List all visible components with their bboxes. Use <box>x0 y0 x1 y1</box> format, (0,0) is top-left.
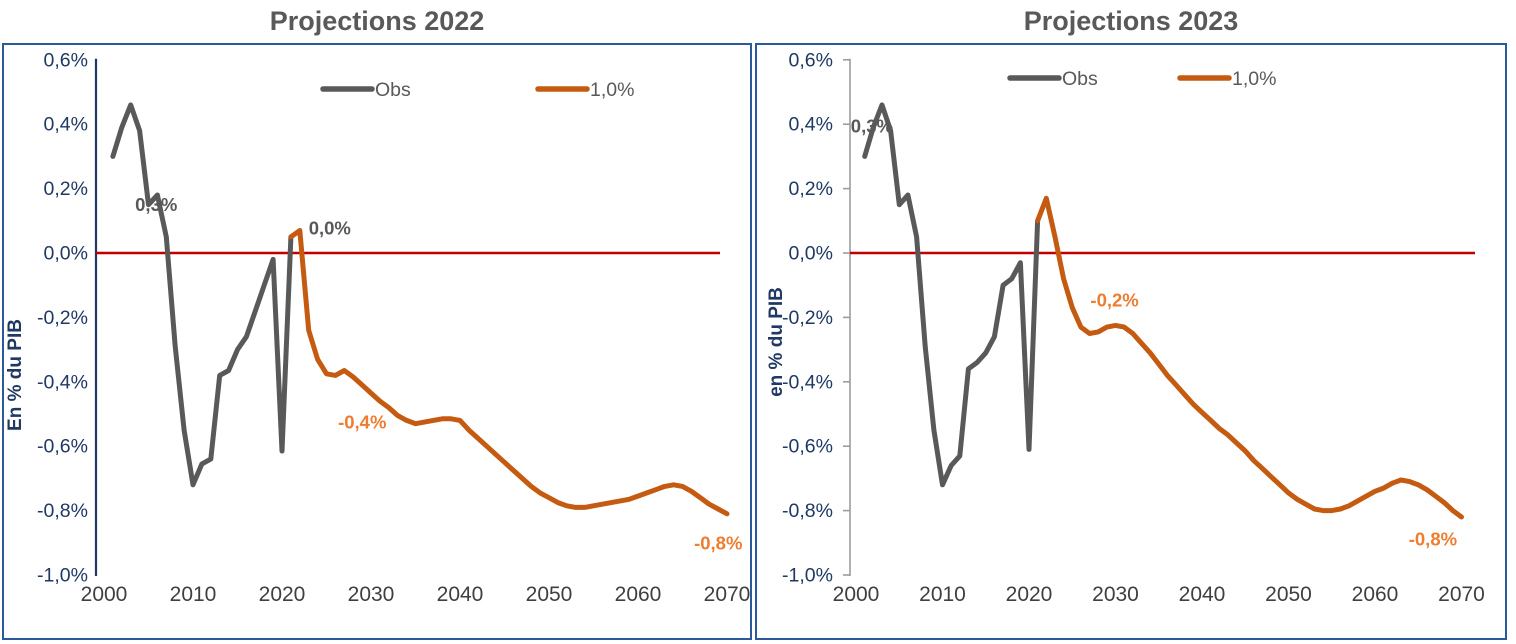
y-axis-label: 0,0% <box>789 243 833 265</box>
x-axis-label: 2040 <box>1179 583 1226 606</box>
legend-label-obs: Obs <box>375 79 411 101</box>
y-axis-label: -0,6% <box>782 436 833 458</box>
chart-title-2022: Projections 2022 <box>269 6 485 36</box>
x-axis-label: 2020 <box>259 583 306 606</box>
data-label: 0,3% <box>135 194 177 215</box>
x-axis-label: 2030 <box>348 583 395 606</box>
x-axis-label: 2070 <box>1438 583 1485 606</box>
projection-line <box>1035 195 1464 520</box>
chart-2023-canvas: 0,6% 0,4% 0,2% 0,0% -0,2% -0,4% -0,6% -0,8% -1,0… <box>766 49 1485 606</box>
y-axis-label: 0,6% <box>44 49 88 71</box>
data-label: -0,8% <box>694 532 742 553</box>
obs-line <box>862 102 1041 488</box>
data-label: -0,2% <box>1090 290 1138 311</box>
y-axis-label: -1,0% <box>37 565 88 587</box>
chart-title-2023: Projections 2023 <box>1023 6 1239 36</box>
y-axis-label: 0,2% <box>789 178 833 200</box>
legend-label-obs: Obs <box>1062 68 1098 90</box>
x-axis-label: 2040 <box>437 583 484 606</box>
y-axis-label: 0,6% <box>789 49 833 71</box>
chart-box-2023: 0,6% 0,4% 0,2% 0,0% -0,2% -0,4% -0,6% -0,8% -1,0… <box>755 43 1507 640</box>
x-axis-label: 2010 <box>170 583 217 606</box>
y-axis-label: 0,4% <box>789 114 833 136</box>
y-axis-label: 0,4% <box>44 114 88 136</box>
chart-2022-canvas: 0,6% 0,4% 0,2% 0,0% -0,2% -0,4% -0,6% -0,8% -1,0… <box>5 49 750 606</box>
chart-panel-2022: Projections 2022 0,6% 0,4% 0,2% 0,0% -0,2% -0… <box>2 0 752 640</box>
data-label: 0,0% <box>309 217 351 238</box>
x-axis-label: 2050 <box>1265 583 1312 606</box>
data-label: 0,3% <box>851 116 893 137</box>
legend-label-projection: 1,0% <box>590 79 634 101</box>
chart-panel-2023: Projections 2023 0,6% 0,4% 0,2% 0,0% -0,2% -0… <box>755 0 1507 640</box>
y-axis-label: 0,2% <box>44 178 88 200</box>
y-axis-label: -0,2% <box>782 307 833 329</box>
y-axis-title: en % du PIB <box>766 287 787 397</box>
y-axis-label: -0,4% <box>782 371 833 393</box>
y-axis-label: -0,8% <box>37 500 88 522</box>
x-axis-label: 2060 <box>1352 583 1399 606</box>
x-axis-label: 2020 <box>1006 583 1053 606</box>
obs-line <box>110 102 294 488</box>
data-label: -0,8% <box>1409 528 1457 549</box>
projection-line <box>288 228 730 517</box>
y-axis-label: -0,4% <box>37 371 88 393</box>
data-label: -0,4% <box>338 412 386 433</box>
x-axis-label: 2000 <box>833 583 880 606</box>
x-axis-label: 2010 <box>919 583 966 606</box>
legend-label-projection: 1,0% <box>1232 68 1276 90</box>
y-axis-title: En % du PIB <box>5 319 26 431</box>
x-axis-label: 2060 <box>615 583 662 606</box>
y-axis-label: -0,8% <box>782 500 833 522</box>
y-axis-label: -0,6% <box>37 436 88 458</box>
x-axis-label: 2070 <box>704 583 750 606</box>
y-axis-label: -1,0% <box>782 565 833 587</box>
x-axis-label: 2000 <box>81 583 128 606</box>
y-axis-label: 0,0% <box>44 243 88 265</box>
x-axis-label: 2030 <box>1092 583 1139 606</box>
y-axis-label: -0,2% <box>37 307 88 329</box>
x-axis-label: 2050 <box>526 583 573 606</box>
chart-box-2022: 0,6% 0,4% 0,2% 0,0% -0,2% -0,4% -0,6% -0,8% -1,0… <box>2 43 752 640</box>
